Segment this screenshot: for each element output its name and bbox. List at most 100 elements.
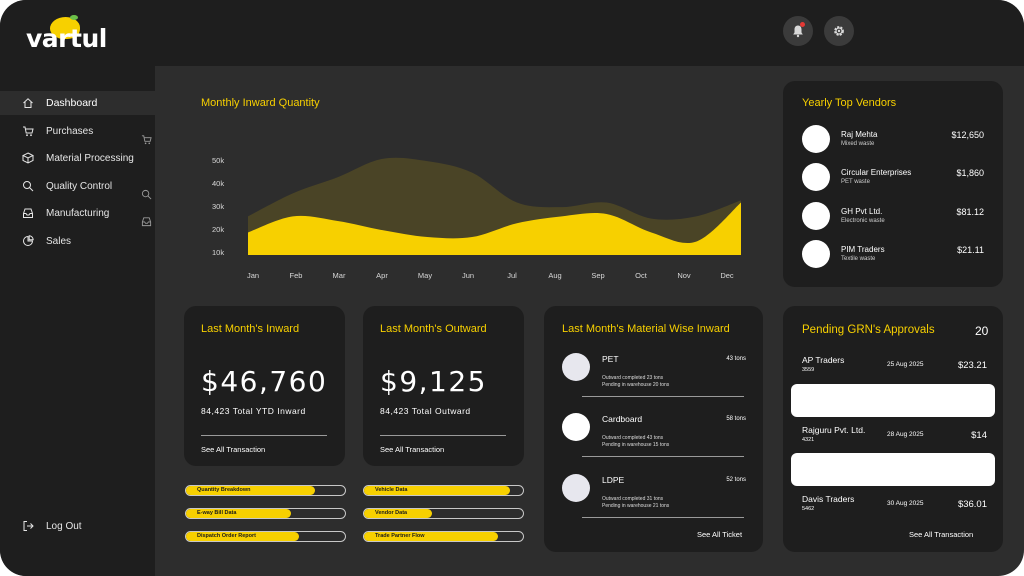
vendor-name: Circular Enterprises (841, 168, 912, 177)
sidebar-item-dashboard[interactable]: Dashboard (0, 91, 155, 115)
vendor-name: Raj Mehta (841, 130, 878, 139)
logo-text: vartul (26, 24, 107, 53)
material-tons: 52 tons (726, 477, 746, 483)
sidebar-item-material-processing[interactable]: Material Processing (0, 146, 155, 170)
search-icon[interactable] (141, 189, 152, 200)
list-item[interactable]: Cardboard 58 tons Outward completed 43 t… (562, 413, 746, 463)
vendor-row[interactable]: Raj Mehta Mixed waste $12,650 (802, 125, 984, 155)
x-tick-label: Aug (548, 271, 562, 280)
grn-vendor-name: AP Traders (802, 355, 845, 365)
grn-action-panel[interactable] (791, 384, 995, 417)
outward-card (363, 306, 524, 466)
inbox-icon[interactable] (141, 216, 152, 227)
brand-logo[interactable]: vartul (26, 15, 107, 54)
material-outward: Outward completed 43 tons (602, 435, 664, 441)
notification-dot (800, 22, 805, 27)
grn-action-panel[interactable] (791, 453, 995, 486)
bell-icon (793, 25, 803, 38)
material-tons: 43 tons (726, 356, 746, 362)
progress-label: Trade Partner Flow (375, 533, 425, 539)
sidebar-item-quality-control[interactable]: Quality Control (0, 174, 155, 198)
x-tick-label: Nov (677, 271, 691, 280)
grn-date: 25 Aug 2025 (887, 361, 924, 368)
progress-vendor-data[interactable]: Vendor Data (363, 508, 524, 519)
sidebar-item-sales[interactable]: Sales (0, 229, 155, 253)
grn-vendor-name: Davis Traders (802, 494, 855, 504)
sidebar-item-purchases[interactable]: Purchases (0, 119, 155, 143)
inward-card (184, 306, 345, 466)
progress-eway-bill[interactable]: E-way Bill Data (185, 508, 346, 519)
progress-dispatch-order[interactable]: Dispatch Order Report (185, 531, 346, 542)
grn-id: 4321 (802, 437, 815, 443)
material-tons: 58 tons (726, 416, 746, 422)
vendor-row[interactable]: GH Pvt Ltd. Electronic waste $81.12 (802, 202, 984, 232)
vendor-amount: $21.11 (957, 245, 984, 255)
x-tick-label: May (417, 271, 433, 280)
x-tick-label: Jun (461, 271, 475, 280)
y-tick-label: 10k (212, 248, 225, 258)
divider (582, 396, 744, 397)
grn-amount: $23.21 (957, 360, 987, 371)
x-tick-label: Feb (289, 271, 303, 280)
avatar (562, 413, 590, 441)
cart-icon[interactable] (141, 134, 152, 145)
vendor-row[interactable]: PIM Traders Textile waste $21.11 (802, 240, 984, 270)
y-tick-label: 30k (212, 202, 225, 212)
material-pending: Pending in warehouse 20 tons (602, 382, 670, 388)
grn-vendor-name: Rajguru Pvt. Ltd. (802, 425, 866, 435)
divider (201, 435, 327, 436)
x-tick-label: Jul (507, 271, 517, 280)
divider (582, 517, 744, 518)
list-item[interactable]: LDPE 52 tons Outward completed 31 tons P… (562, 474, 746, 524)
vendor-type: Textile waste (841, 256, 876, 262)
material-outward: Outward completed 31 tons (602, 496, 664, 502)
outward-title: Last Month's Outward (380, 323, 487, 335)
inbox-icon (23, 208, 33, 218)
progress-vehicle-data[interactable]: Vehicle Data (363, 485, 524, 496)
y-tick-label: 20k (212, 225, 225, 235)
sidebar-item-label: Dashboard (46, 97, 98, 109)
progress-trade-partner[interactable]: Trade Partner Flow (363, 531, 524, 542)
vendor-type: PET waste (841, 179, 870, 185)
outward-see-all-link[interactable]: See All Transaction (380, 445, 445, 454)
outward-amount: $9,125 (380, 365, 487, 398)
notification-button[interactable] (783, 16, 813, 46)
list-item[interactable]: PET 43 tons Outward completed 23 tons Pe… (562, 353, 746, 403)
progress-label: Vendor Data (375, 510, 408, 516)
vendor-row[interactable]: Circular Enterprises PET waste $1,860 (802, 163, 984, 193)
cart-icon (23, 126, 34, 137)
logout-icon (23, 521, 34, 531)
sidebar-item-label: Manufacturing (46, 207, 110, 219)
progress-label: Dispatch Order Report (197, 533, 256, 539)
avatar (802, 125, 830, 153)
grn-count-badge: 20 (975, 324, 989, 338)
grn-see-all-link[interactable]: See All Transaction (909, 530, 974, 539)
divider (380, 435, 506, 436)
outward-subtext: 84,423 Total Outward (380, 406, 471, 416)
home-icon (23, 98, 33, 108)
material-outward: Outward completed 23 tons (602, 375, 664, 381)
pie-icon (23, 235, 34, 246)
area-series-2 (248, 202, 741, 255)
x-tick-label: Dec (720, 271, 734, 280)
grn-date: 30 Aug 2025 (887, 500, 924, 507)
x-tick-label: Oct (635, 271, 647, 280)
divider (582, 456, 744, 457)
x-tick-label: Jan (246, 271, 260, 280)
material-pending: Pending in warehouse 15 tons (602, 442, 670, 448)
logout-button[interactable]: Log Out (0, 514, 155, 538)
vendor-amount: $1,860 (956, 168, 984, 178)
grn-title: Pending GRN's Approvals (802, 324, 935, 336)
grn-date: 28 Aug 2025 (887, 431, 924, 438)
progress-quantity-breakdown[interactable]: Quantity Breakdown (185, 485, 346, 496)
vendor-name: PIM Traders (841, 245, 885, 254)
y-tick-label: 40k (212, 179, 225, 189)
see-all-ticket-link[interactable]: See All Ticket (697, 530, 743, 539)
material-name: LDPE (602, 475, 625, 485)
settings-button[interactable] (824, 16, 854, 46)
progress-label: E-way Bill Data (197, 510, 237, 516)
sidebar-item-manufacturing[interactable]: Manufacturing (0, 201, 155, 225)
progress-fill (186, 509, 291, 518)
inward-see-all-link[interactable]: See All Transaction (201, 445, 266, 454)
